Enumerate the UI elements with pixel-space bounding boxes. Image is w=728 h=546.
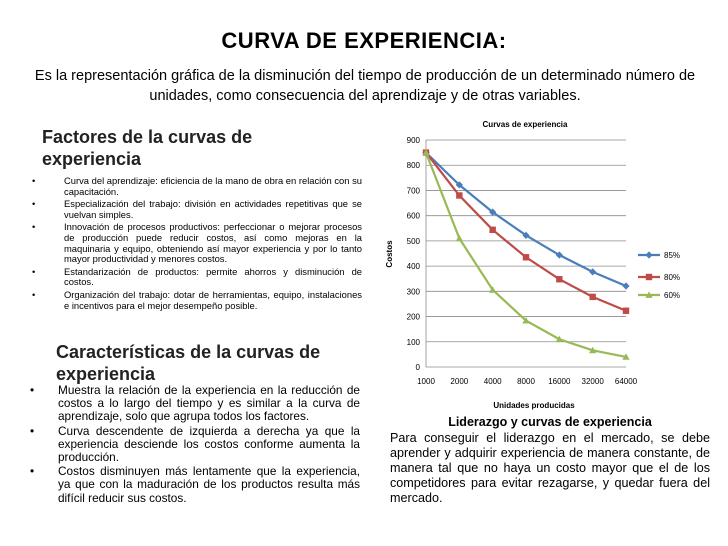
list-item: • Especialización del trabajo: división e… bbox=[32, 198, 362, 220]
y-tick-label: 0 bbox=[416, 363, 421, 372]
bullet: • bbox=[32, 288, 36, 300]
data-point bbox=[456, 192, 463, 199]
y-tick-label: 900 bbox=[407, 136, 421, 145]
legend-entry: 85% bbox=[638, 251, 680, 260]
leadership-heading: Liderazgo y curvas de experiencia bbox=[448, 415, 652, 429]
list-item: • Costos disminuyen más lentamente que la… bbox=[30, 464, 360, 505]
legend-label: 60% bbox=[664, 291, 680, 300]
data-point bbox=[622, 353, 630, 360]
factors-heading: Factores de la curvas de experiencia bbox=[42, 127, 253, 169]
data-point bbox=[556, 276, 563, 283]
series-60% bbox=[422, 149, 630, 360]
bullet: • bbox=[32, 198, 36, 210]
x-tick-label: 4000 bbox=[484, 377, 502, 386]
data-point bbox=[622, 282, 630, 290]
list-item: • Curva del aprendizaje: eficiencia de la… bbox=[32, 175, 362, 197]
series-85% bbox=[422, 149, 630, 290]
list-item: • Innovación de procesos productivos: per… bbox=[32, 221, 362, 265]
bullet: • bbox=[30, 383, 35, 397]
list-item-text: Organización del trabajo: dotar de herra… bbox=[64, 288, 362, 311]
bullet: • bbox=[30, 464, 35, 479]
data-point bbox=[489, 286, 497, 293]
x-axis-label: Unidades producidas bbox=[493, 401, 575, 410]
experience-curve-chart: Curvas de experiencia Costos Unidades pr… bbox=[385, 120, 680, 410]
y-axis-label: Costos bbox=[385, 240, 394, 268]
y-tick-label: 200 bbox=[407, 313, 421, 322]
x-tick-label: 32000 bbox=[582, 377, 605, 386]
list-item: • Estandarización de productos: permite a… bbox=[32, 265, 362, 288]
x-tick-label: 8000 bbox=[517, 377, 535, 386]
legend-label: 80% bbox=[664, 273, 680, 282]
data-point bbox=[589, 268, 597, 276]
bullet: • bbox=[30, 423, 35, 438]
x-tick-label: 16000 bbox=[548, 377, 571, 386]
data-point bbox=[422, 149, 430, 156]
y-tick-label: 600 bbox=[407, 212, 421, 221]
bullet: • bbox=[32, 175, 36, 186]
data-point bbox=[589, 346, 597, 354]
list-item: • Organización del trabajo: dotar de herr… bbox=[32, 288, 362, 311]
characteristics-heading: Características de la curvas de experien… bbox=[56, 342, 321, 384]
characteristics-list: • Muestra la relación de la experiencia e… bbox=[30, 383, 360, 506]
data-point bbox=[522, 316, 530, 324]
bullet: • bbox=[32, 265, 36, 277]
chart-title: Curvas de experiencia bbox=[483, 120, 568, 129]
list-item-text: Estandarización de productos: permite ah… bbox=[64, 265, 362, 288]
y-tick-label: 700 bbox=[407, 186, 421, 195]
data-point bbox=[489, 226, 496, 233]
y-tick-label: 800 bbox=[407, 161, 421, 170]
data-point bbox=[455, 234, 463, 242]
bullet: • bbox=[32, 221, 36, 233]
list-item-text: Muestra la relación de la experiencia en… bbox=[58, 383, 360, 424]
intro-text: Es la representación gráfica de la dismi… bbox=[34, 68, 696, 104]
data-point bbox=[645, 291, 653, 298]
y-tick-label: 500 bbox=[407, 237, 421, 246]
legend-label: 85% bbox=[664, 251, 680, 260]
list-item-text: Curva del aprendizaje: eficiencia de la … bbox=[64, 175, 362, 197]
page-title: CURVA DE EXPERIENCIA: bbox=[221, 28, 507, 53]
data-point bbox=[645, 273, 653, 281]
data-point bbox=[622, 307, 630, 314]
series-80% bbox=[422, 149, 630, 314]
list-item: • Muestra la relación de la experiencia e… bbox=[30, 383, 360, 424]
leadership-text: Para conseguir el liderazgo en el mercad… bbox=[390, 431, 710, 505]
y-tick-label: 100 bbox=[407, 338, 421, 347]
data-point bbox=[589, 293, 596, 301]
y-tick-label: 300 bbox=[407, 287, 421, 296]
list-item-text: Curva descendente de izquierda a derecha… bbox=[58, 423, 360, 465]
factors-list: • Curva del aprendizaje: eficiencia de la… bbox=[32, 175, 362, 313]
x-tick-label: 1000 bbox=[417, 377, 435, 386]
data-point bbox=[522, 254, 530, 261]
legend-entry: 60% bbox=[638, 291, 680, 300]
data-point bbox=[522, 231, 530, 239]
list-item-text: Costos disminuyen más lentamente que la … bbox=[58, 464, 360, 505]
list-item-text: Especialización del trabajo: división en… bbox=[64, 198, 362, 220]
y-tick-label: 400 bbox=[407, 262, 421, 271]
list-item-text: Innovación de procesos productivos: perf… bbox=[64, 221, 362, 265]
data-point bbox=[555, 335, 563, 343]
x-tick-label: 2000 bbox=[450, 377, 468, 386]
data-point bbox=[645, 251, 653, 259]
legend-entry: 80% bbox=[638, 273, 680, 282]
list-item: • Curva descendente de izquierda a derech… bbox=[30, 423, 360, 465]
x-tick-label: 64000 bbox=[615, 377, 638, 386]
